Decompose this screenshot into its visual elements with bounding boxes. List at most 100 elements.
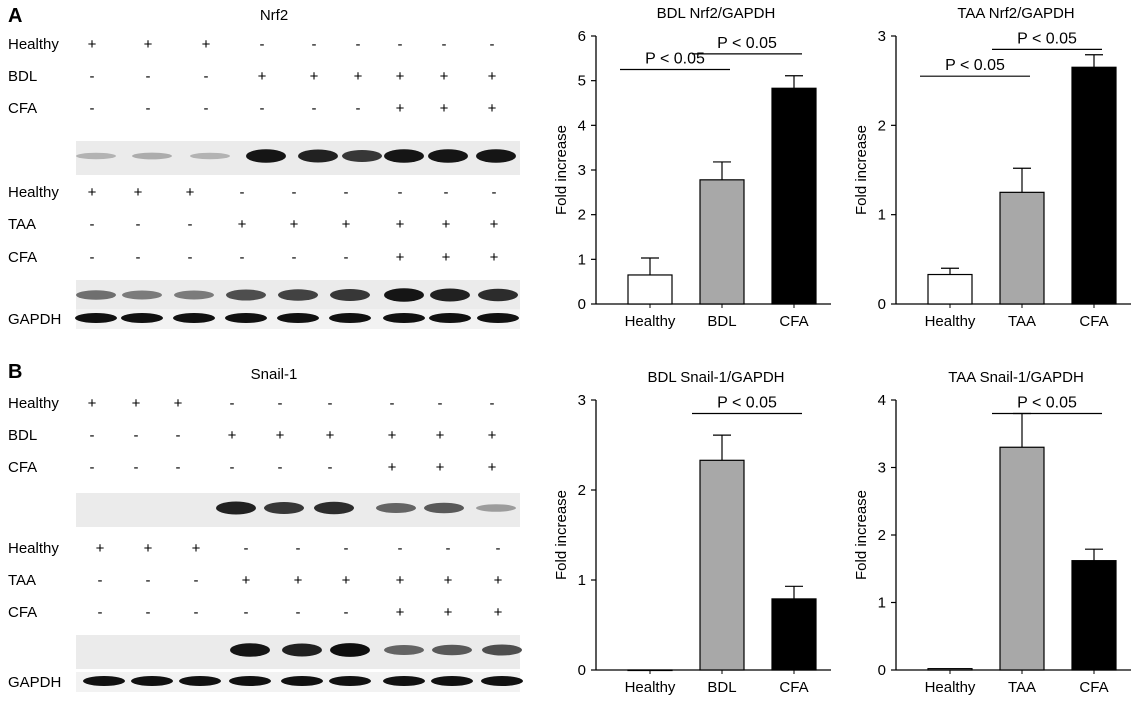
treatment-sign: - [240, 184, 245, 201]
treatment-sign: - [390, 395, 395, 412]
treatment-sign: - [134, 459, 139, 476]
treatment-sign: - [136, 249, 141, 266]
significance-label: P < 0.05 [945, 57, 1005, 74]
band [342, 150, 382, 162]
treatment-sign: - [278, 395, 283, 412]
bar-healthy [627, 274, 673, 305]
band [230, 643, 270, 657]
treatment-label: Healthy [8, 395, 59, 412]
y-tick-label: 3 [878, 28, 886, 45]
band [384, 288, 424, 302]
chart-title: BDL Snail-1/GAPDH [648, 369, 785, 386]
y-tick-label: 1 [878, 595, 886, 612]
treatment-sign: - [176, 459, 181, 476]
panel-letter: B [8, 361, 22, 383]
treatment-sign: + [88, 36, 97, 53]
treatment-sign: - [146, 100, 151, 117]
x-tick-label: Healthy [925, 679, 976, 696]
band [76, 152, 116, 160]
treatment-sign: + [294, 572, 303, 589]
treatment-sign: + [242, 572, 251, 589]
treatment-sign: - [90, 216, 95, 233]
treatment-sign: + [396, 249, 405, 266]
treatment-sign: + [388, 459, 397, 476]
treatment-sign: + [436, 459, 445, 476]
band [282, 643, 322, 657]
treatment-sign: - [260, 100, 265, 117]
treatment-sign: + [442, 216, 451, 233]
band [314, 501, 354, 515]
y-tick-label: 0 [878, 296, 886, 313]
treatment-sign: - [344, 249, 349, 266]
treatment-sign: + [258, 68, 267, 85]
treatment-sign: + [88, 184, 97, 201]
treatment-sign: - [296, 604, 301, 621]
significance-label: P < 0.05 [1017, 395, 1077, 412]
treatment-label: CFA [8, 249, 37, 266]
treatment-sign: - [398, 36, 403, 53]
y-tick-label: 2 [878, 527, 886, 544]
treatment-sign: - [344, 604, 349, 621]
error-bar [785, 75, 803, 89]
treatment-label: BDL [8, 68, 37, 85]
x-tick-label: Healthy [625, 679, 676, 696]
treatment-sign: - [194, 572, 199, 589]
treatment-sign: - [398, 540, 403, 557]
band [476, 149, 516, 163]
chart-title: TAA Nrf2/GAPDH [957, 5, 1074, 22]
bar-healthy [927, 273, 973, 305]
bar-taa [999, 191, 1045, 305]
treatment-sign: - [134, 427, 139, 444]
band [225, 313, 267, 323]
y-axis-label: Fold increase [553, 125, 570, 215]
treatment-sign: + [202, 36, 211, 53]
treatment-sign: - [344, 184, 349, 201]
band [477, 313, 519, 323]
x-tick-label: CFA [779, 313, 808, 330]
treatment-sign: - [194, 604, 199, 621]
band [430, 288, 470, 302]
treatment-sign: + [174, 395, 183, 412]
band [216, 501, 256, 515]
gapdh-label: GAPDH [8, 311, 61, 328]
treatment-sign: + [488, 427, 497, 444]
treatment-sign: + [490, 249, 499, 266]
bar-bdl [699, 459, 745, 671]
error-bar [713, 161, 731, 180]
treatment-sign: + [396, 100, 405, 117]
blot-snail_bdl [76, 493, 520, 527]
treatment-sign: - [90, 249, 95, 266]
treatment-sign: + [134, 184, 143, 201]
treatment-sign: - [230, 395, 235, 412]
band [264, 502, 304, 514]
y-tick-label: 0 [878, 662, 886, 679]
x-tick-label: TAA [1008, 679, 1036, 696]
treatment-label: CFA [8, 459, 37, 476]
treatment-sign: + [326, 427, 335, 444]
treatment-sign: - [278, 459, 283, 476]
significance-label: P < 0.05 [645, 51, 705, 68]
band [384, 645, 424, 655]
blot-title: Snail-1 [251, 366, 298, 383]
error-bar [1085, 54, 1103, 68]
y-axis-label: Fold increase [853, 125, 870, 215]
treatment-sign: - [176, 427, 181, 444]
band [481, 676, 523, 686]
bar-cfa [1071, 560, 1117, 671]
gapdh-label: GAPDH [8, 674, 61, 691]
treatment-sign: - [356, 100, 361, 117]
treatment-sign: - [90, 427, 95, 444]
band [131, 676, 173, 686]
treatment-sign: + [444, 604, 453, 621]
x-tick-label: CFA [779, 679, 808, 696]
band [432, 644, 472, 656]
treatment-label: Healthy [8, 184, 59, 201]
treatment-sign: + [186, 184, 195, 201]
error-bar [1013, 412, 1031, 448]
x-tick-label: Healthy [925, 313, 976, 330]
error-bar [713, 434, 731, 461]
treatment-sign: + [440, 68, 449, 85]
treatment-label: Healthy [8, 540, 59, 557]
band [179, 676, 221, 686]
treatment-sign: + [436, 427, 445, 444]
